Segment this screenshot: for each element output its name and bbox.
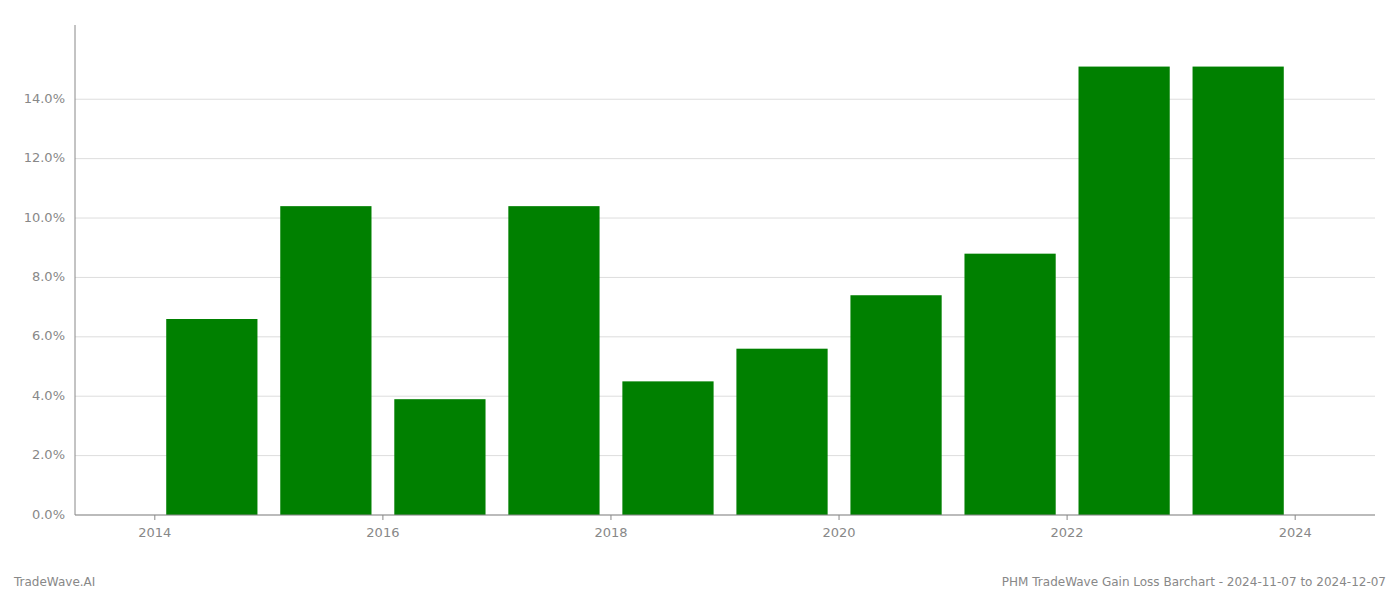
x-tick-label: 2014 <box>138 525 171 540</box>
x-tick-label: 2016 <box>366 525 399 540</box>
bar <box>166 319 257 515</box>
x-tick-label: 2022 <box>1051 525 1084 540</box>
bars <box>166 67 1284 515</box>
chart-svg: 0.0%2.0%4.0%6.0%8.0%10.0%12.0%14.0%20142… <box>0 0 1400 600</box>
x-tick <box>1067 515 1068 520</box>
y-tick-label: 6.0% <box>32 328 65 343</box>
x-tick <box>839 515 840 520</box>
x-ticks: 2014 2016 2018 2020 2022 2024 <box>138 515 1311 540</box>
y-tick-label: 14.0% <box>24 91 65 106</box>
bar <box>1079 67 1170 515</box>
y-tick-label: 12.0% <box>24 150 65 165</box>
y-axis-line <box>75 25 76 515</box>
y-tick-labels: 0.0% 2.0% 4.0% 6.0% 8.0% 10.0% 12.0% 14.0% <box>24 91 65 522</box>
y-tick-label: 4.0% <box>32 388 65 403</box>
grid-line <box>75 99 1375 100</box>
y-tick-label: 10.0% <box>24 210 65 225</box>
grid-line <box>75 455 1375 456</box>
grid-line <box>75 158 1375 159</box>
x-axis-line <box>75 515 1375 516</box>
x-tick <box>1295 515 1296 520</box>
bar <box>850 295 941 515</box>
bar <box>1193 67 1284 515</box>
bar <box>508 206 599 515</box>
bar <box>736 349 827 515</box>
grid-line <box>75 336 1375 337</box>
grid-line <box>75 515 1375 516</box>
y-tick-label: 8.0% <box>32 269 65 284</box>
y-grid <box>75 99 1375 515</box>
x-tick <box>610 515 611 520</box>
bar <box>280 206 371 515</box>
grid-line <box>75 277 1375 278</box>
x-tick <box>382 515 383 520</box>
bar <box>964 254 1055 515</box>
footer-text: PHM TradeWave Gain Loss Barchart - 2024-… <box>1002 575 1386 589</box>
x-tick-label: 2018 <box>594 525 627 540</box>
footer-text: TradeWave.AI <box>13 575 95 589</box>
y-tick-label: 2.0% <box>32 447 65 462</box>
bar <box>622 381 713 515</box>
grid-line <box>75 218 1375 219</box>
x-tick-label: 2024 <box>1279 525 1312 540</box>
x-tick <box>154 515 155 520</box>
grid-line <box>75 396 1375 397</box>
x-tick-label: 2020 <box>822 525 855 540</box>
y-tick-label: 0.0% <box>32 507 65 522</box>
chart-container: 0.0%2.0%4.0%6.0%8.0%10.0%12.0%14.0%20142… <box>0 0 1400 600</box>
bar <box>394 399 485 515</box>
